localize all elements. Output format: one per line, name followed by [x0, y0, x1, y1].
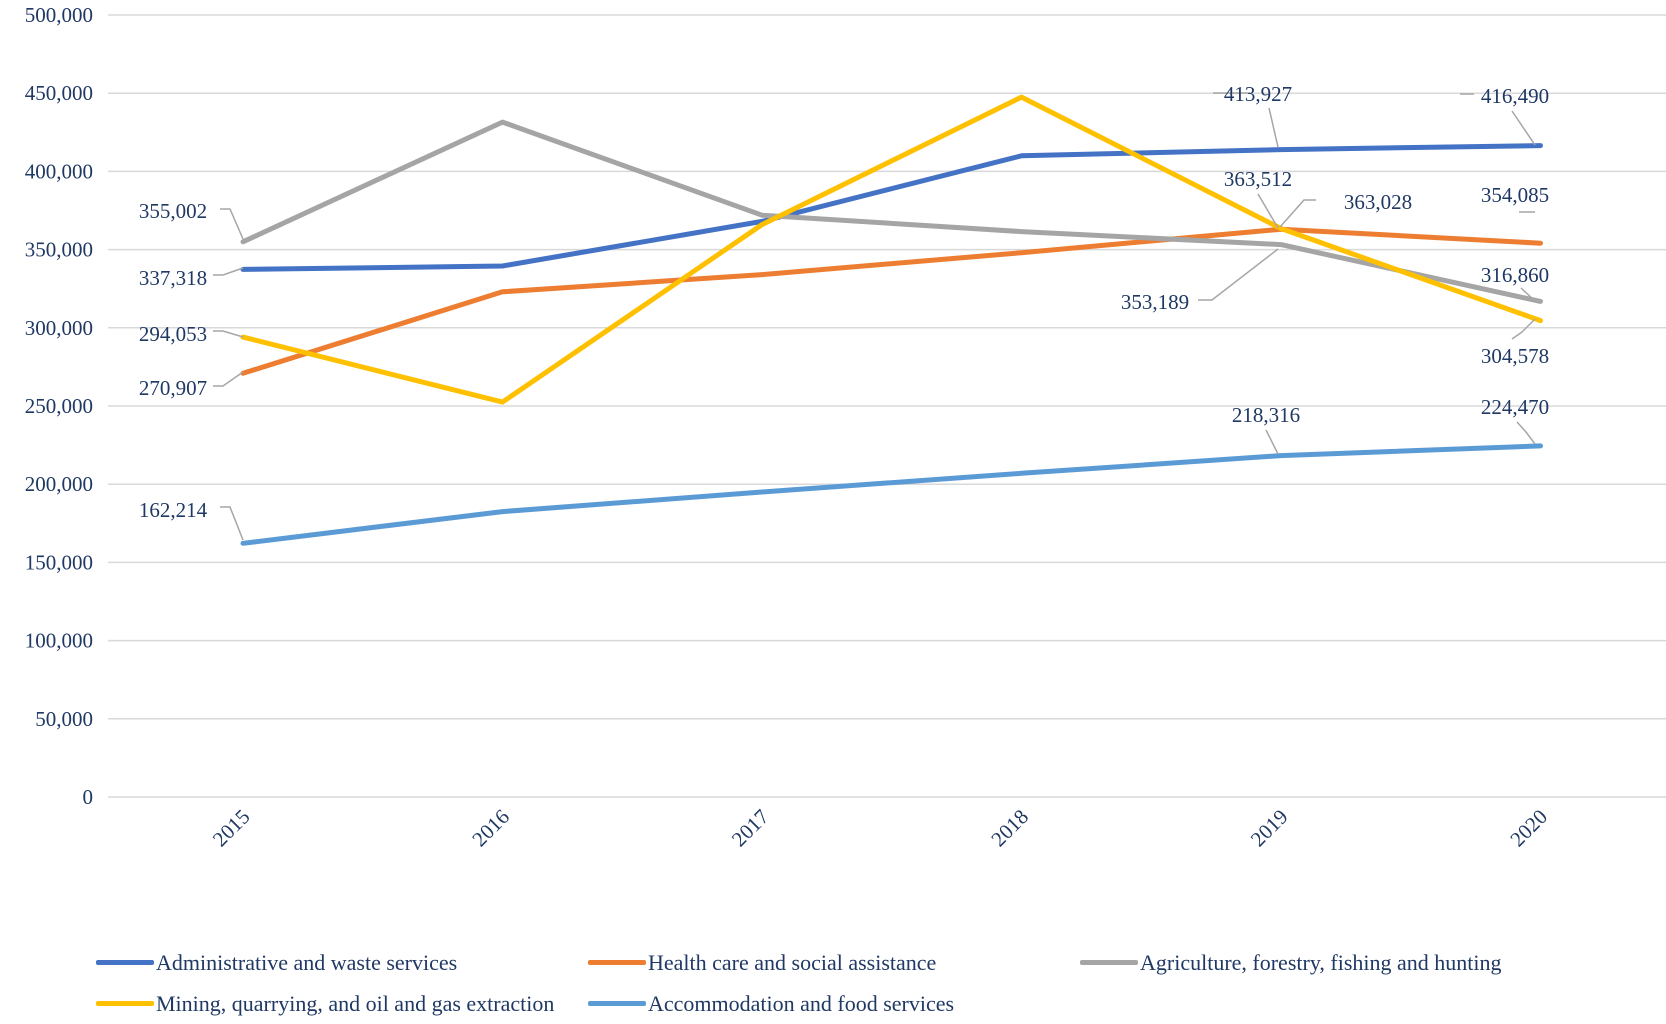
- data-label-leader-line: [1511, 110, 1536, 146]
- legend-item-accommodation[interactable]: Accommodation and food services: [588, 991, 954, 1017]
- data-labels: 337,318 413,927 416,490 270,907 363,028 354,0…: [139, 82, 1549, 541]
- legend-label: Health care and social assistance: [648, 949, 937, 975]
- data-label: 218,316: [1232, 403, 1300, 427]
- series-line: [240, 119, 1543, 304]
- legend-row-1: Administrative and waste services Health…: [96, 942, 1636, 983]
- legend: Administrative and waste services Health…: [96, 942, 1636, 1024]
- legend-swatch: [1080, 960, 1138, 965]
- y-tick-label: 150,000: [25, 550, 93, 574]
- data-label: 413,927: [1224, 82, 1292, 106]
- legend-item-administrative[interactable]: Administrative and waste services: [96, 950, 588, 976]
- legend-label: Administrative and waste services: [156, 949, 458, 975]
- y-tick-label: 250,000: [25, 394, 93, 418]
- line-chart: 0 50,000 100,000 150,000 200,000 250,000 300,0…: [25, 3, 1666, 852]
- legend-swatch: [588, 960, 646, 965]
- series-line: [240, 94, 1543, 405]
- data-label: 353,189: [1121, 290, 1189, 314]
- series-line: [240, 143, 1543, 272]
- y-tick-label: 100,000: [25, 629, 93, 653]
- data-label: 363,028: [1344, 190, 1412, 214]
- y-tick-label: 0: [83, 785, 94, 809]
- x-tick-label: 2020: [1505, 805, 1552, 852]
- data-label-leader-line: [1520, 287, 1536, 302]
- series-line: [240, 226, 1543, 376]
- y-tick-label: 400,000: [25, 159, 93, 183]
- series-lines: [240, 94, 1543, 546]
- data-label-leader-line: [213, 330, 244, 338]
- data-label-leader-line: [213, 267, 244, 276]
- data-label: 316,860: [1481, 263, 1549, 287]
- data-label-leader-line: [1265, 429, 1279, 455]
- data-label-leader-line: [213, 371, 244, 387]
- x-tick-label: 2018: [986, 805, 1033, 852]
- data-label-leader-line: [220, 208, 244, 240]
- data-label-leader-line: [1511, 318, 1536, 340]
- data-label: 337,318: [139, 266, 207, 290]
- data-label: 294,053: [139, 322, 207, 346]
- legend-label: Mining, quarrying, and oil and gas extra…: [156, 990, 555, 1016]
- legend-item-mining[interactable]: Mining, quarrying, and oil and gas extra…: [96, 991, 588, 1017]
- data-label: 304,578: [1481, 344, 1549, 368]
- y-tick-label: 200,000: [25, 472, 93, 496]
- legend-label: Accommodation and food services: [648, 990, 955, 1016]
- data-label: 363,512: [1224, 167, 1292, 191]
- x-tick-label: 2015: [208, 805, 255, 852]
- data-label-leader-line: [1198, 248, 1279, 301]
- data-label: 416,490: [1481, 84, 1549, 108]
- legend-swatch: [96, 960, 154, 965]
- gridlines: [108, 14, 1666, 798]
- x-tick-label: 2019: [1246, 805, 1293, 852]
- data-label-leader-line: [1268, 107, 1279, 148]
- data-label-leader-line: [1257, 193, 1279, 229]
- legend-row-2: Mining, quarrying, and oil and gas extra…: [96, 983, 1636, 1024]
- legend-item-health-care[interactable]: Health care and social assistance: [588, 950, 1080, 976]
- legend-swatch: [96, 1001, 154, 1006]
- y-tick-label: 300,000: [25, 316, 93, 340]
- y-tick-label: 450,000: [25, 81, 93, 105]
- x-tick-label: 2017: [727, 805, 774, 852]
- data-label: 354,085: [1481, 183, 1549, 207]
- y-tick-label: 500,000: [25, 3, 93, 27]
- data-label: 162,214: [139, 498, 208, 522]
- series-line: [240, 443, 1543, 546]
- x-tick-label: 2016: [467, 805, 514, 852]
- data-label: 224,470: [1481, 395, 1549, 419]
- data-label-leader-line: [1516, 421, 1536, 445]
- legend-item-agriculture[interactable]: Agriculture, forestry, fishing and hunti…: [1080, 950, 1502, 976]
- y-tick-label: 350,000: [25, 238, 93, 262]
- legend-label: Agriculture, forestry, fishing and hunti…: [1140, 949, 1502, 975]
- y-tick-label: 50,000: [35, 707, 93, 731]
- legend-swatch: [588, 1001, 646, 1006]
- data-label-leader-line: [1279, 199, 1316, 228]
- data-label: 270,907: [139, 376, 207, 400]
- x-axis-tick-labels: 2015 2016 2017 2018 2019 2020: [208, 805, 1552, 852]
- data-label: 355,002: [139, 199, 207, 223]
- y-axis-tick-labels: 0 50,000 100,000 150,000 200,000 250,000 300,0…: [25, 3, 93, 809]
- data-label-leader-line: [220, 506, 244, 541]
